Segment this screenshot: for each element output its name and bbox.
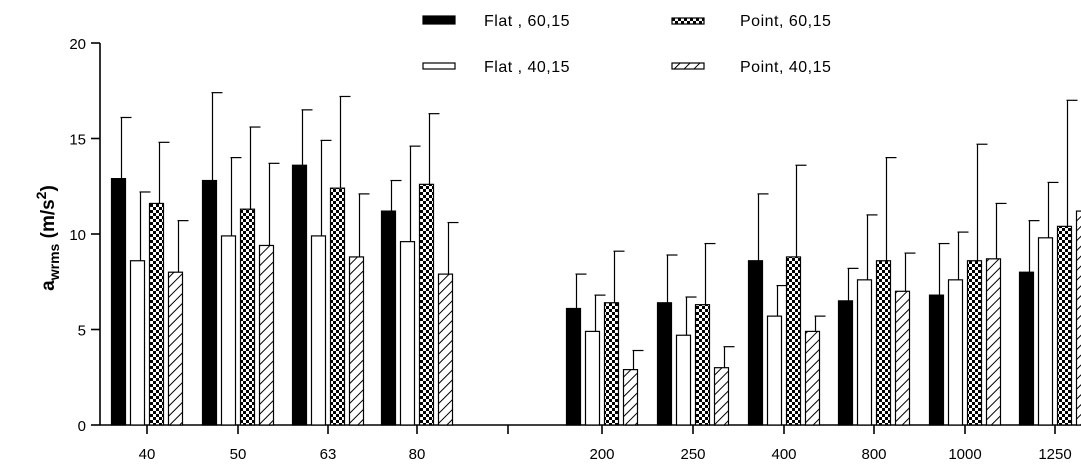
legend-label: Point, 40,15	[740, 59, 831, 76]
legend-swatch-white	[422, 62, 456, 70]
x-tick-label: 63	[320, 446, 337, 463]
legend-swatch-checker	[671, 17, 705, 25]
bars	[110, 164, 1081, 426]
y-tick-label: 15	[69, 132, 86, 149]
bar-flat-40-15	[399, 241, 416, 426]
bar-point-60-15	[785, 256, 802, 426]
bar-flat-60-15	[1018, 271, 1035, 426]
legend-item-point-40-15: Point, 40,15	[671, 59, 831, 76]
bar-flat-40-15	[310, 235, 327, 426]
bar-point-60-15	[239, 208, 256, 426]
bar-point-60-15	[694, 304, 711, 426]
x-tick-label: 200	[589, 446, 614, 463]
legend-swatch-hatch	[671, 62, 705, 70]
y-tick-label: 10	[69, 227, 86, 244]
x-tick-label: 800	[861, 446, 886, 463]
legend: Flat , 60,15 Flat , 40,15 Point, 60,15 P…	[422, 13, 831, 76]
x-tick-label: 40	[139, 446, 156, 463]
bar-point-40-15	[894, 290, 911, 426]
x-tick-label: 250	[680, 446, 705, 463]
legend-item-point-60-15: Point, 60,15	[671, 13, 831, 30]
bar-flat-60-15	[201, 179, 218, 426]
bar-flat-60-15	[565, 307, 582, 426]
bar-point-40-15	[622, 369, 639, 426]
x-tick-label: 50	[230, 446, 247, 463]
bar-point-40-15	[167, 271, 184, 426]
bar-point-40-15	[985, 258, 1002, 426]
bar-point-60-15	[603, 302, 620, 426]
bar-flat-40-15	[947, 279, 964, 426]
legend-item-flat-40-15: Flat , 40,15	[422, 59, 570, 76]
bar-flat-60-15	[110, 178, 127, 426]
y-tick-label: 0	[78, 418, 86, 435]
bar-flat-60-15	[656, 302, 673, 426]
x-tick-label: 1000	[948, 446, 981, 463]
bar-flat-40-15	[766, 315, 783, 426]
bar-flat-40-15	[856, 279, 873, 426]
legend-item-flat-60-15: Flat , 60,15	[422, 13, 570, 30]
y-axis-label: awrms (m/s2)	[33, 185, 62, 291]
bar-point-40-15	[713, 367, 730, 426]
bar-point-40-15	[348, 256, 365, 426]
bar-flat-60-15	[747, 260, 764, 426]
x-tick-label: 80	[409, 446, 426, 463]
bar-point-40-15	[804, 330, 821, 426]
bar-point-60-15	[966, 260, 983, 426]
bar-flat-60-15	[291, 164, 308, 426]
x-tick-label: 1250	[1038, 446, 1071, 463]
error-bars	[120, 92, 1078, 370]
bar-flat-40-15	[220, 235, 237, 426]
x-tick-label: 400	[771, 446, 796, 463]
bar-flat-60-15	[380, 210, 397, 426]
legend-swatch-solid	[422, 15, 456, 25]
bar-point-60-15	[1056, 225, 1073, 426]
bar-flat-40-15	[675, 334, 692, 426]
bar-point-40-15	[437, 273, 454, 426]
bar-point-60-15	[875, 260, 892, 426]
bar-point-40-15	[258, 244, 275, 426]
x-ticks: 40 50 63 80 200 250 400 800 1000 1250	[139, 425, 1072, 463]
y-tick-label: 5	[78, 323, 86, 340]
legend-label: Flat , 60,15	[484, 13, 570, 30]
bar-point-60-15	[148, 202, 165, 426]
y-ticks: 0 5 10 15 20	[69, 36, 100, 435]
legend-label: Point, 60,15	[740, 13, 831, 30]
bar-point-40-15	[1075, 210, 1081, 426]
y-tick-label: 20	[69, 36, 86, 53]
bar-point-60-15	[418, 183, 435, 426]
bar-flat-60-15	[928, 294, 945, 426]
bar-flat-40-15	[1037, 237, 1054, 426]
bar-flat-60-15	[837, 300, 854, 426]
legend-label: Flat , 40,15	[484, 59, 570, 76]
bar-flat-40-15	[129, 260, 146, 426]
bar-point-60-15	[329, 187, 346, 426]
bar-flat-40-15	[584, 330, 601, 426]
